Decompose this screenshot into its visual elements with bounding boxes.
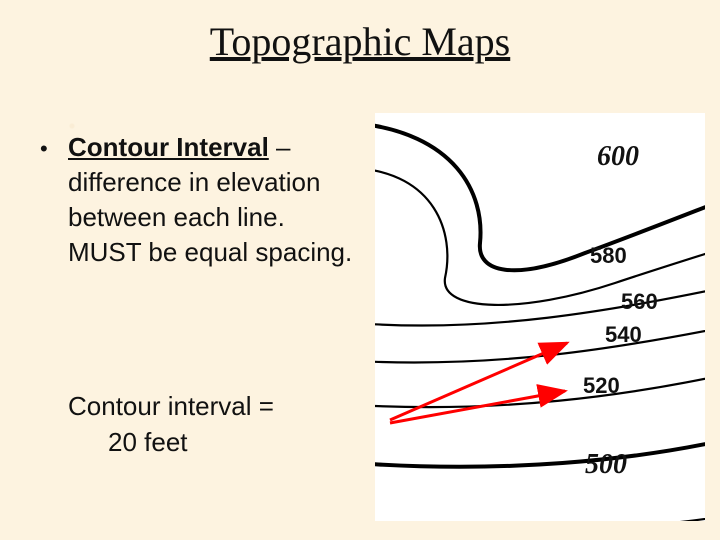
contour-lines [375,123,705,521]
red-arrows [390,343,567,423]
elev-560: 560 [621,289,658,315]
interval-line-2: 20 feet [108,424,274,460]
elev-520: 520 [583,373,620,399]
bullet-definition: • Contour Interval – difference in eleva… [40,130,360,270]
elev-540: 540 [605,322,642,348]
bullet-dot: • [40,134,48,164]
interval-statement: Contour interval = 20 feet [68,388,274,461]
contour-line [375,368,705,407]
elev-580: 580 [590,243,627,269]
page-title: Topographic Maps [0,18,720,65]
label-500: 500 [585,449,627,481]
contour-line [375,168,705,305]
label-600: 600 [597,141,639,173]
arrow-line [390,343,567,420]
interval-line-1: Contour interval = [68,388,274,424]
contour-diagram: 600 500 580 560 540 520 [375,113,705,521]
contour-line [375,433,705,467]
contour-svg [375,113,705,521]
contour-line [375,511,705,521]
term-contour-interval: Contour Interval [68,132,269,162]
